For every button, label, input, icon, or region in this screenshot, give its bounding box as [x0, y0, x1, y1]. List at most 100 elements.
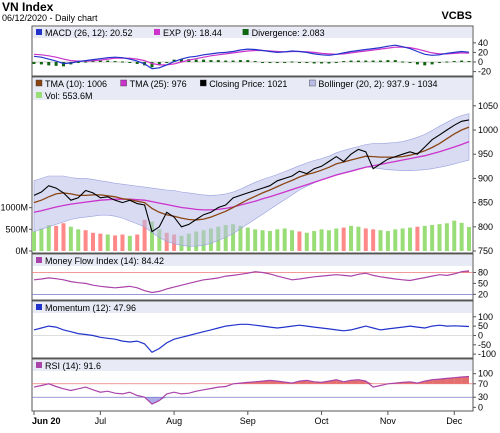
volume-bar: [135, 234, 140, 251]
rsi-ytick-label-2: 30: [478, 392, 488, 402]
volume-bar: [61, 223, 66, 251]
macd-divergence-bar: [327, 62, 331, 64]
x-tick-label-1: Jul: [95, 416, 107, 426]
macd-divergence-bar: [106, 60, 110, 63]
macd-divergence-bar: [157, 62, 161, 65]
volume-bar: [76, 229, 81, 251]
macd-divergence-bar: [349, 60, 353, 63]
tma10-line: [33, 126, 470, 221]
macd-divergence-bar: [334, 62, 338, 64]
volume-bar: [282, 228, 287, 251]
macd-divergence-bar: [209, 60, 213, 63]
macd-divergence-bar: [128, 62, 132, 64]
volume-bar: [393, 229, 398, 251]
macd-divergence-bar: [415, 62, 419, 65]
volume-bar: [98, 233, 103, 251]
momentum-legend-label-0: Momentum (12): 47.96: [45, 303, 136, 313]
macd-line: [33, 44, 470, 70]
volume-bar: [444, 223, 449, 251]
price-legend-label-0: TMA (10): 1006: [45, 79, 107, 89]
rsi-line: [33, 375, 470, 405]
closing-price-line: [33, 119, 470, 233]
volume-bar: [260, 230, 265, 251]
volume-bar: [437, 224, 442, 251]
volume-bar: [149, 221, 154, 251]
mfi-legend-label-0: Money Flow Index (14): 84.42: [45, 256, 164, 266]
rsi-panel-legend-bg: [33, 360, 472, 371]
macd-legend-key-2: [242, 29, 249, 35]
momentum-ytick-label-4: -100: [478, 349, 496, 359]
rsi-overbought-fill: [439, 378, 447, 384]
macd-divergence-bar: [438, 62, 442, 64]
macd-divergence-bar: [194, 59, 198, 63]
volume-bar: [39, 228, 44, 251]
macd-divergence-bar: [364, 60, 368, 63]
volume-bar: [408, 227, 413, 251]
volume-bar: [142, 219, 147, 251]
macd-divergence-bar: [253, 61, 257, 63]
price-ytick-label-2: 950: [478, 149, 493, 159]
volume-bar: [312, 231, 317, 251]
macd-divergence-bar: [261, 62, 265, 64]
volume-bar: [245, 227, 250, 251]
price-ytick-label-0: 1050: [478, 101, 498, 111]
macd-divergence-bar: [356, 60, 360, 63]
macd-divergence-bar: [342, 61, 346, 63]
price-ytick-label-6: 750: [478, 246, 493, 256]
macd-legend-label-1: EXP (9): 18.44: [163, 28, 222, 38]
volume-bar: [326, 230, 331, 251]
volume-bar: [371, 229, 376, 251]
volume-bar: [349, 225, 354, 251]
rsi-legend-label-0: RSI (14): 91.6: [45, 361, 101, 371]
macd-divergence-bar: [312, 62, 316, 64]
macd-divergence-bar: [54, 62, 58, 66]
macd-divergence-bar: [98, 60, 102, 63]
volume-bar: [275, 229, 280, 251]
macd-divergence-bar: [275, 62, 279, 64]
volume-legend-key: [36, 92, 42, 98]
price-legend-key-0: [35, 79, 43, 87]
macd-exp-line: [33, 46, 470, 66]
macd-divergence-bar: [179, 59, 183, 63]
macd-divergence-bar: [165, 62, 169, 64]
macd-divergence-bar: [408, 62, 412, 64]
macd-divergence-bar: [268, 62, 272, 64]
volume-bar: [113, 235, 118, 251]
price-ytick-label-3: 900: [478, 173, 493, 183]
macd-ytick-label-2: 0: [478, 57, 483, 67]
macd-divergence-bar: [216, 60, 220, 63]
macd-legend-label-0: MACD (26, 12): 20.52: [45, 28, 133, 38]
tma25-line: [33, 140, 470, 213]
volume-bar: [334, 228, 339, 251]
rsi-ytick-label-3: 0: [478, 402, 483, 412]
volume-bar: [267, 231, 272, 251]
macd-divergence-bar: [238, 60, 242, 63]
volume-bar: [356, 226, 361, 251]
momentum-ytick-label-0: 100: [478, 312, 493, 322]
price-legend-label-1: TMA (25): 976: [130, 79, 187, 89]
macd-divergence-bar: [120, 61, 124, 63]
macd-divergence-bar: [379, 60, 383, 63]
macd-divergence-bar: [91, 61, 95, 63]
macd-divergence-bar: [39, 62, 43, 65]
momentum-line: [33, 323, 470, 354]
rsi-ytick-label-0: 100: [478, 369, 493, 379]
rsi-overbought-fill: [454, 377, 462, 384]
chart-subtitle: 06/12/2020 - Daily chart: [2, 13, 98, 23]
x-tick-label-0: Jun 20: [32, 416, 61, 426]
volume-tick-label-2: 0M: [15, 246, 28, 256]
momentum-panel-legend-bg: [33, 302, 472, 313]
macd-divergence-bar: [61, 62, 65, 67]
brand-label: VCBS: [441, 10, 472, 22]
volume-bar: [68, 226, 73, 251]
volume-bar: [83, 230, 88, 251]
x-tick-label-6: Dec: [446, 416, 463, 426]
volume-bar: [290, 230, 295, 251]
macd-divergence-bar: [135, 62, 139, 64]
volume-tick-label-0: 1000M: [0, 203, 28, 213]
volume-bar: [297, 231, 302, 251]
mfi-panel-legend-bg: [33, 255, 472, 266]
rsi-overbought-fill: [432, 379, 440, 384]
macd-divergence-bar: [297, 62, 301, 64]
macd-divergence-bar: [401, 61, 405, 63]
